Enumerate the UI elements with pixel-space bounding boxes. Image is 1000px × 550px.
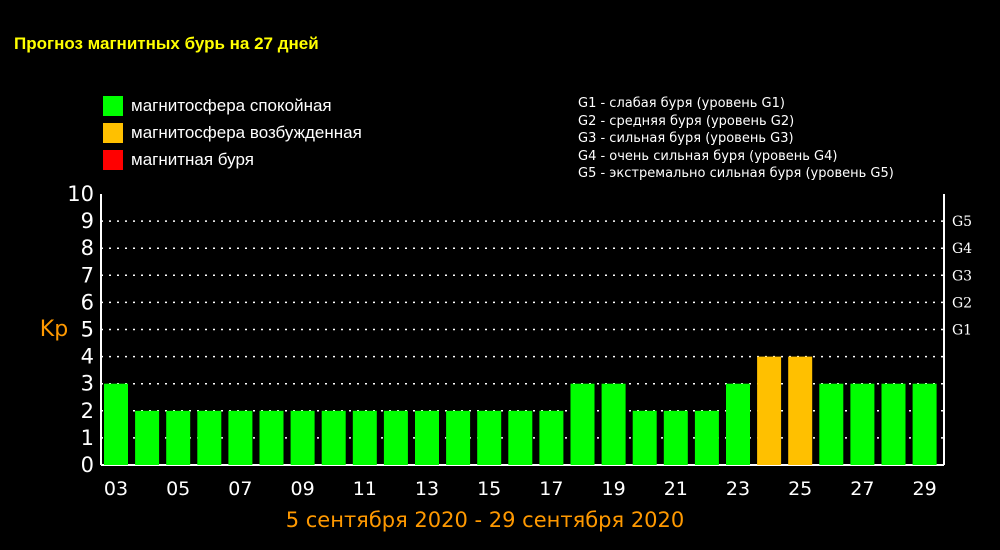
chart-title: Прогноз магнитных бурь на 27 дней	[14, 34, 319, 53]
x-tick-label: 23	[726, 478, 750, 500]
legend-item-active: магнитосфера возбужденная	[103, 122, 362, 144]
legend-item-quiet: магнитосфера спокойная	[103, 95, 332, 117]
y-tick-label: 3	[81, 372, 94, 396]
y-axis-label: Kp	[40, 317, 68, 342]
bar	[912, 383, 937, 465]
legend-swatch-quiet	[103, 96, 123, 116]
bar	[726, 383, 750, 465]
bar	[135, 410, 160, 465]
storm-level-g2: G2 - средняя буря (уровень G2)	[578, 113, 795, 129]
legend-item-storm: магнитная буря	[103, 149, 254, 171]
bar	[228, 410, 253, 465]
x-tick-label: 07	[228, 478, 252, 500]
x-tick-label: 05	[166, 478, 190, 500]
bar	[383, 410, 408, 465]
storm-level-list: G1 - слабая буря (уровень G1) G2 - средн…	[578, 95, 894, 183]
bar	[539, 410, 564, 465]
bar	[352, 410, 377, 465]
right-tick-label: G3	[952, 268, 972, 284]
bar	[477, 410, 502, 465]
bar	[415, 410, 439, 465]
bar	[881, 383, 906, 465]
x-axis-label: 5 сентября 2020 - 29 сентября 2020	[286, 508, 685, 532]
bar	[663, 410, 688, 465]
y-tick-label: 0	[81, 453, 94, 477]
y-tick-label: 6	[81, 290, 94, 314]
right-tick-label: G5	[952, 214, 972, 230]
right-tick-label: G4	[952, 241, 972, 257]
legend-swatch-storm	[103, 150, 123, 170]
bar	[570, 383, 595, 465]
bar	[290, 410, 315, 465]
bar	[104, 383, 128, 465]
x-tick-label: 17	[539, 478, 563, 500]
y-tick-label: 2	[81, 399, 94, 423]
x-tick-label: 03	[104, 478, 128, 500]
x-tick-label: 11	[353, 478, 377, 500]
bar	[694, 410, 719, 465]
bar	[632, 410, 657, 465]
bar	[850, 383, 875, 465]
bar	[508, 410, 533, 465]
x-tick-label: 13	[415, 478, 439, 500]
bar	[259, 410, 284, 465]
y-tick-label: 8	[81, 236, 94, 260]
x-tick-label: 25	[788, 478, 812, 500]
x-tick-label: 19	[602, 478, 626, 500]
bar	[819, 383, 844, 465]
bar	[601, 383, 626, 465]
x-tick-label: 09	[291, 478, 315, 500]
x-tick-label: 21	[664, 478, 688, 500]
y-tick-label: 1	[81, 426, 94, 450]
right-tick-label: G2	[952, 295, 972, 311]
bar	[166, 410, 191, 465]
bar	[788, 356, 813, 465]
legend-label-active: магнитосфера возбужденная	[131, 123, 362, 142]
y-tick-label: 10	[67, 182, 94, 206]
legend-swatch-active	[103, 123, 123, 143]
right-tick-label: G1	[952, 323, 972, 339]
y-tick-label: 9	[81, 209, 94, 233]
bar	[757, 356, 782, 465]
x-tick-label: 29	[913, 478, 937, 500]
storm-level-g3: G3 - сильная буря (уровень G3)	[578, 131, 794, 146]
y-tick-label: 4	[81, 345, 94, 369]
bar	[197, 410, 222, 465]
y-tick-label: 5	[81, 318, 94, 342]
legend-label-storm: магнитная буря	[131, 150, 254, 169]
legend-label-quiet: магнитосфера спокойная	[131, 96, 332, 115]
storm-level-g1: G1 - слабая буря (уровень G1)	[578, 96, 785, 111]
x-tick-label: 27	[850, 478, 874, 500]
x-tick-label: 15	[477, 478, 501, 500]
bar	[321, 410, 346, 465]
bar	[446, 410, 471, 465]
y-tick-label: 7	[81, 263, 94, 287]
storm-level-g5: G5 - экстремально сильная буря (уровень …	[578, 166, 894, 181]
storm-level-g4: G4 - очень сильная буря (уровень G4)	[578, 148, 838, 164]
